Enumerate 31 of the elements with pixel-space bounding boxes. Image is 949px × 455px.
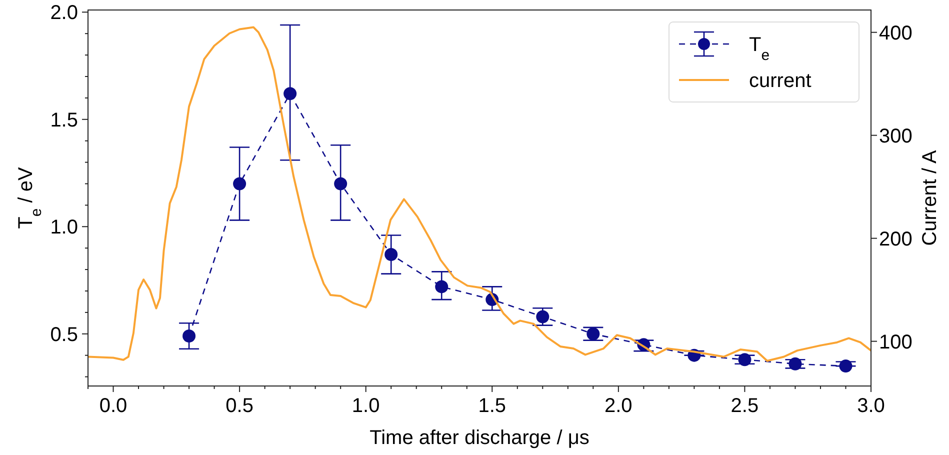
y2-tick-label: 400: [879, 22, 912, 44]
y-tick-label: 0.5: [50, 324, 78, 346]
point: [536, 310, 550, 324]
x-tick-label: 3.0: [857, 395, 885, 417]
point: [586, 327, 600, 340]
x-tick-label: 0.5: [226, 395, 254, 417]
line-series: [88, 26, 871, 362]
legend-label: current: [749, 70, 812, 92]
point: [233, 177, 246, 190]
y2-tick-label: 300: [879, 125, 912, 148]
point: [788, 357, 802, 370]
x-tick-label: 0.0: [99, 395, 128, 417]
x-tick-label: 2.0: [604, 395, 632, 417]
y-tick-label: 2.0: [50, 2, 78, 24]
x-tick-label: 1.0: [352, 395, 380, 417]
y2-tick-label: 100: [879, 331, 912, 354]
point: [435, 280, 448, 294]
point: [738, 353, 752, 366]
x-axis-title: Time after discharge / μs: [370, 427, 590, 449]
y2-tick-label: 200: [879, 228, 912, 250]
point: [284, 87, 297, 100]
legend-label: T$_{e}$: [749, 34, 770, 64]
point: [839, 360, 852, 373]
x-tick-label: 2.5: [730, 395, 759, 417]
y-tick-label: 1.0: [50, 216, 78, 239]
x-tick-label: 1.5: [478, 395, 506, 417]
point: [384, 248, 398, 262]
point: [182, 330, 196, 343]
y2-axis-title: Current / A: [919, 150, 941, 246]
y-tick-label: 1.5: [50, 109, 78, 132]
point: [334, 177, 348, 190]
